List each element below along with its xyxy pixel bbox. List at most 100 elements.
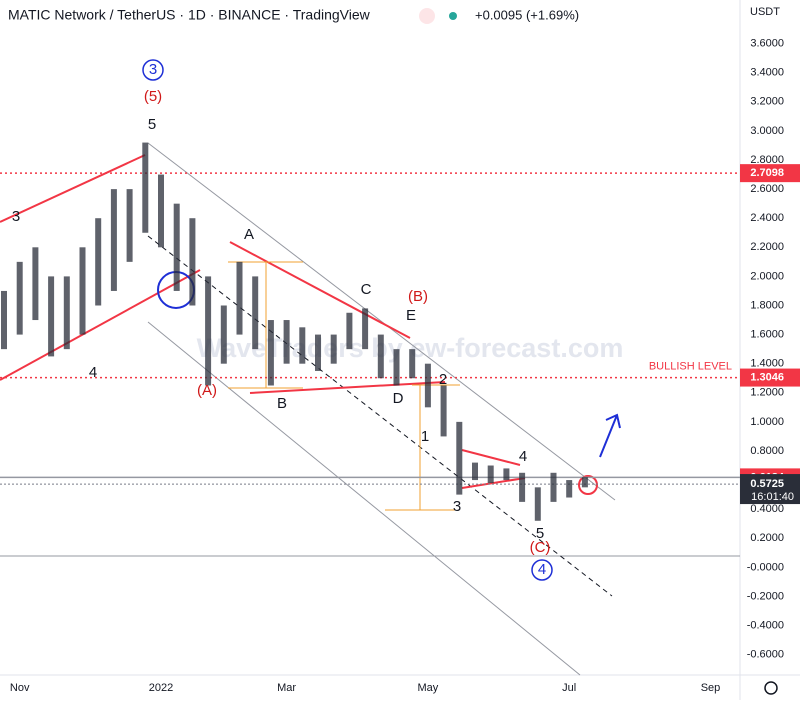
price-bar xyxy=(205,276,212,386)
price-bar xyxy=(487,465,494,483)
arrow xyxy=(599,413,621,458)
currency: USDT xyxy=(750,6,780,18)
price-bar xyxy=(534,487,541,521)
wave-label: 4 xyxy=(89,364,97,381)
price-tag-label: 0.5725 xyxy=(750,478,784,490)
y-tick-label: 2.4000 xyxy=(750,212,784,224)
trend-line xyxy=(229,241,411,339)
y-tick-label: 2.0000 xyxy=(750,270,784,282)
price-bar xyxy=(299,327,306,364)
wave-label: A xyxy=(244,226,254,243)
price-tag-label: 2.7098 xyxy=(750,167,784,179)
wave-label: 3 xyxy=(12,208,20,225)
x-tick-label: Nov xyxy=(10,682,30,694)
y-tick-label: 3.2000 xyxy=(750,96,784,108)
y-tick-label: -0.2000 xyxy=(747,590,784,602)
symbol-title: MATIC Network / TetherUS · 1D · BINANCE … xyxy=(8,7,371,23)
price-bar xyxy=(362,308,369,350)
price-bar xyxy=(189,218,196,306)
wave-label: 1 xyxy=(421,428,429,445)
price-bar xyxy=(173,203,180,291)
y-tick-label: 1.4000 xyxy=(750,358,784,370)
y-tick-label: 3.4000 xyxy=(750,67,784,79)
channel-line xyxy=(147,142,616,501)
price-bar xyxy=(16,261,23,335)
wave-label: 3 xyxy=(149,61,157,78)
wave-label: B xyxy=(277,395,287,412)
wave-circle xyxy=(531,559,553,581)
x-tick-label: Sep xyxy=(701,682,721,694)
trend-line xyxy=(461,477,526,489)
wave-label: E xyxy=(406,307,416,324)
y-tick-label: 3.6000 xyxy=(750,38,784,50)
x-tick-label: Mar xyxy=(277,682,296,694)
wave-label: D xyxy=(393,390,404,407)
price-bar xyxy=(581,477,588,488)
wave-label: (B) xyxy=(408,288,428,305)
price-bar xyxy=(142,142,149,233)
price-bar xyxy=(1,290,7,350)
settings-icon[interactable] xyxy=(764,681,778,695)
wave-label: C xyxy=(361,281,372,298)
wave-label: (A) xyxy=(197,382,217,399)
wave-label: (5) xyxy=(144,88,162,105)
trend-line xyxy=(249,381,446,394)
y-tick-label: 0.2000 xyxy=(750,532,784,544)
price-bar xyxy=(503,468,510,481)
price-bar xyxy=(110,189,117,291)
trend-line xyxy=(0,154,146,223)
trend-line xyxy=(0,269,201,381)
y-tick-label: 2.2000 xyxy=(750,241,784,253)
price-bar xyxy=(126,189,133,262)
y-tick-label: -0.0000 xyxy=(747,561,784,573)
drawings xyxy=(0,142,740,676)
price-tag-label: 1.3046 xyxy=(750,371,784,383)
y-tick-label: -0.6000 xyxy=(747,649,784,661)
wave-label: 4 xyxy=(538,561,546,578)
price-bar xyxy=(252,276,259,350)
y-tick-label: 3.0000 xyxy=(750,125,784,137)
price-bar xyxy=(409,349,416,379)
price-bar xyxy=(95,218,102,306)
wave-label: (C) xyxy=(530,539,551,556)
wave-label: 5 xyxy=(148,116,156,133)
price-bar xyxy=(393,349,400,386)
y-tick-label: -0.4000 xyxy=(747,619,784,631)
highlight-circle xyxy=(578,475,598,495)
wave-label: 2 xyxy=(439,371,447,388)
price-tag xyxy=(740,368,800,387)
wave-label: 3 xyxy=(453,498,461,515)
price-bar xyxy=(346,312,353,350)
price-bar xyxy=(267,320,274,386)
wave-label: 5 xyxy=(536,525,544,542)
price-bar xyxy=(440,385,447,437)
y-tick-label: 2.8000 xyxy=(750,154,784,166)
price-bar xyxy=(283,320,290,364)
status-dot xyxy=(449,12,457,20)
price-bar xyxy=(63,276,70,350)
price-bar xyxy=(456,421,463,495)
status-icon xyxy=(419,8,435,24)
channel-line xyxy=(147,321,581,676)
channel-midline xyxy=(147,235,613,597)
price-bar xyxy=(220,305,227,364)
y-tick-label: 1.8000 xyxy=(750,299,784,311)
wave-label: 4 xyxy=(519,448,527,465)
price-bar xyxy=(566,480,573,498)
x-tick-label: May xyxy=(418,682,439,694)
price-bar xyxy=(315,334,321,371)
price-bar xyxy=(550,472,557,502)
level-label: BULLISH LEVEL xyxy=(649,360,732,372)
y-tick-label: 1.6000 xyxy=(750,328,784,340)
wave-circle xyxy=(142,59,164,81)
price-bar xyxy=(79,247,86,335)
price-bar xyxy=(32,247,39,321)
countdown: 16:01:40 xyxy=(751,491,794,503)
y-tick-label: 2.6000 xyxy=(750,183,784,195)
price-bar xyxy=(519,472,526,502)
y-tick-label: 0.8000 xyxy=(750,445,784,457)
y-tick-label: 0.4000 xyxy=(750,503,784,515)
price-bar xyxy=(236,261,243,335)
